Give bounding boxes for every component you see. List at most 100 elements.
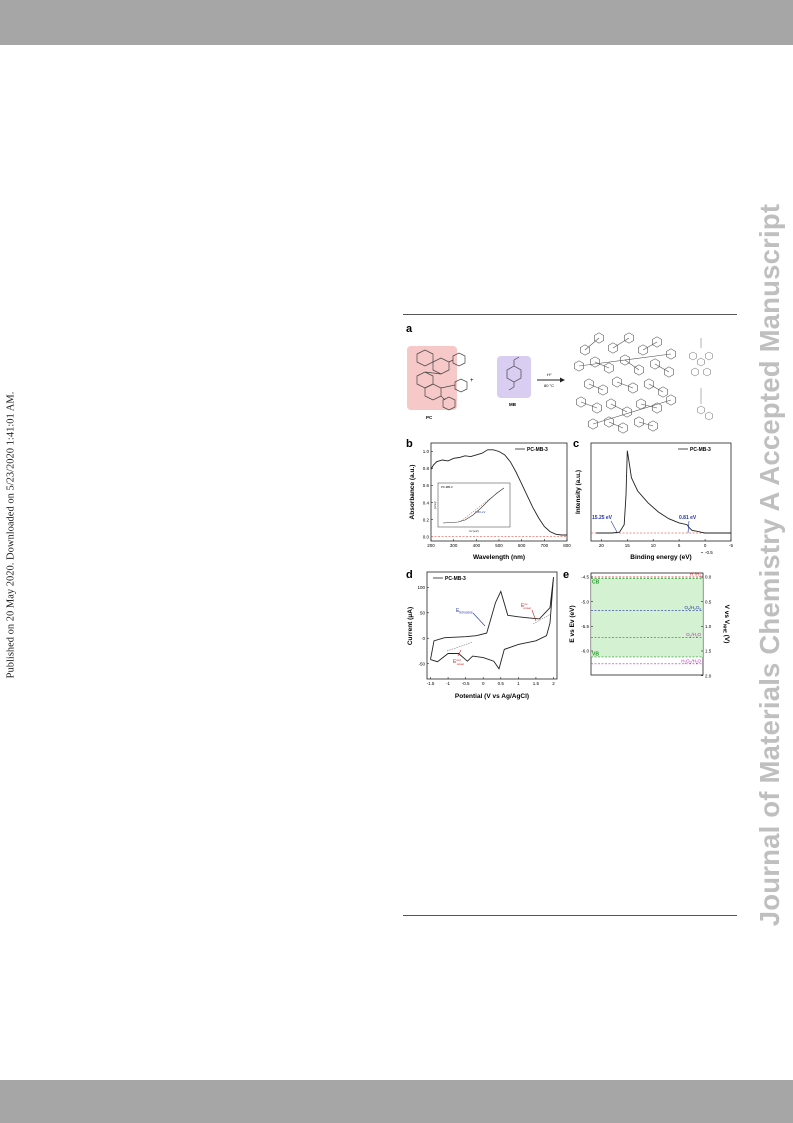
panel-c-letter: c <box>573 438 579 450</box>
ferrocene-arrow <box>472 612 486 627</box>
y-tick-label: -50 <box>418 661 425 666</box>
y-tick-label: 0 <box>422 636 425 641</box>
x-tick-label: 10 <box>651 543 657 548</box>
panel-e-ylabel-right: V vs VNHE (V) <box>723 605 731 644</box>
panel-c-series-line <box>596 450 731 534</box>
panel-d-ylabel: Current (μA) <box>407 607 414 645</box>
left-tick-label: -5.5 <box>581 624 589 629</box>
panel-c-annotation-right: 0.81 eV <box>679 515 697 521</box>
panel-c-legend: PC-MB-3 <box>690 447 711 453</box>
top-gray-band <box>0 0 793 45</box>
x-tick-label: 5 <box>678 543 681 548</box>
right-tick-label: 0.5 <box>705 599 712 604</box>
ferrocene-label: Eferrocene <box>456 608 473 615</box>
y-tick-label: 0.4 <box>423 500 430 505</box>
panel-b-series-line <box>430 449 567 536</box>
x-tick-label: -0.5 <box>462 681 470 686</box>
mb-structure <box>506 356 522 391</box>
x-tick-label: 20 <box>599 543 605 548</box>
panel-c-ylabel: Intensity (a.u.) <box>575 470 582 514</box>
side-note-text: Published on 20 May 2020. Downloaded on … <box>5 391 17 679</box>
pc-highlight-box <box>407 346 457 410</box>
inset-legend: PC-MB-3 <box>441 485 453 489</box>
x-tick-label: 300 <box>450 543 458 548</box>
vb-label: VB <box>592 651 599 657</box>
x-tick-label: -1.5 <box>427 681 435 686</box>
x-tick-label: 600 <box>518 543 526 548</box>
panel-b: b 200 300 400 500 600 700 800 0.0 0.2 0.4 0.6 0.8 1.… <box>406 438 571 561</box>
figure-svg: a PC + MB H⁺ 80 °C b 20 <box>406 323 733 700</box>
panel-c-frame <box>590 442 732 542</box>
mb-label: MB <box>509 402 517 407</box>
panel-e-redox-levels: H+/H2 O2/H2O2 O2/H2O H2O2/H2O <box>591 571 703 665</box>
x-tick-label: 0 <box>482 681 485 686</box>
x-tick-label: 500 <box>495 543 503 548</box>
panel-b-xlabel: Wavelength (nm) <box>473 554 525 561</box>
x-tick-label: 200 <box>427 543 435 548</box>
x-tick-label: 700 <box>541 543 549 548</box>
pc-structure <box>416 349 468 411</box>
x-tick-label: 800 <box>563 543 571 548</box>
red-onset-arrow <box>457 649 462 657</box>
arrow-top-text: H⁺ <box>547 372 552 377</box>
redox-level-label: O2/H2O <box>686 632 701 638</box>
panel-d: d -1.5 -1 -0.5 0 0.5 1 1.5 2 -50 0 50 100 PC-MB-3 E… <box>406 569 558 700</box>
x-tick-label: -1 <box>446 681 450 686</box>
panel-b-ylabel: Absorbance (a.u.) <box>409 465 416 520</box>
right-tick-label: 1.5 <box>705 649 712 654</box>
panel-c-arrow-right <box>687 520 690 534</box>
inset-frame <box>437 482 511 528</box>
watermark-text: Journal of Materials Chemistry A Accepte… <box>754 203 785 927</box>
inset-ylabel: (αhν)² <box>433 501 437 508</box>
x-tick-label: 1.5 <box>533 681 540 686</box>
left-tick-label: -6.0 <box>581 649 589 654</box>
bottom-gray-band <box>0 1080 793 1123</box>
x-tick-label: 0.5 <box>498 681 505 686</box>
x-tick-label: 15 <box>625 543 631 548</box>
mb-highlight-box <box>497 356 531 398</box>
figure-top-rule <box>403 314 737 315</box>
right-tick-label: 2.0 <box>705 673 712 678</box>
x-tick-label: 0 <box>704 543 707 548</box>
panel-d-axes: -1.5 -1 -0.5 0 0.5 1 1.5 2 -50 0 50 100 <box>417 585 555 686</box>
cb-label: CB <box>592 579 600 585</box>
red-onset-label: Ered onset <box>453 658 464 666</box>
panel-e-bandgap-region <box>591 578 703 657</box>
left-tick-label: -5.0 <box>581 599 589 604</box>
repeat-unit-structure <box>689 338 713 421</box>
figure: a PC + MB H⁺ 80 °C b 20 <box>403 318 737 708</box>
panel-b-legend: PC-MB-3 <box>527 447 548 453</box>
panel-b-inset: PC-MB-3 1.80 eV hν (eV) (αhν)² <box>433 482 511 533</box>
right-tick-label: -0.5 <box>705 550 713 555</box>
x-tick-label: 1 <box>517 681 520 686</box>
panel-e-axes: -4.5 -5.0 -5.5 -6.0 -0.5 0.0 0.5 1.0 1.5 2.0 <box>581 550 713 678</box>
panel-b-axes: 200 300 400 500 600 700 800 0.0 0.2 0.4 0.6 0.8 1.0 <box>423 449 572 548</box>
x-tick-label: 400 <box>473 543 481 548</box>
inset-xlabel: hν (eV) <box>469 529 478 533</box>
y-tick-label: 50 <box>420 610 426 615</box>
panel-d-letter: d <box>406 569 413 581</box>
arrow-bottom-text: 80 °C <box>544 383 554 388</box>
y-tick-label: 0.0 <box>423 534 430 539</box>
right-tick-label: 0.0 <box>705 575 712 580</box>
redox-level-label: H2O2/H2O <box>681 658 701 664</box>
panel-d-series-line <box>430 577 554 670</box>
y-tick-label: 0.6 <box>423 483 430 488</box>
panel-a: a PC + MB H⁺ 80 °C <box>406 323 713 434</box>
panel-d-xlabel: Potential (V vs Ag/AgCl) <box>455 693 529 700</box>
y-tick-label: 100 <box>417 585 425 590</box>
panel-c-arrow-left <box>610 520 618 533</box>
ox-onset-label: Eox onset <box>521 602 531 610</box>
panel-e-letter: e <box>563 569 569 581</box>
polymer-network-structure <box>574 332 676 434</box>
panel-d-legend: PC-MB-3 <box>445 576 466 582</box>
panel-d-tangents <box>446 613 552 652</box>
publication-side-note: Published on 20 May 2020. Downloaded on … <box>3 380 19 690</box>
y-tick-label: 1.0 <box>423 449 430 454</box>
redox-level-label: H+/H2 <box>690 571 702 578</box>
panel-b-letter: b <box>406 438 413 450</box>
inset-curve <box>442 487 505 524</box>
panel-d-frame <box>426 571 558 680</box>
y-tick-label: 0.8 <box>423 466 430 471</box>
panel-e: e H+/H2 O2/H2O2 O2/H2O H2O2/H2O -4.5 -5.0 -5.… <box>563 550 730 678</box>
